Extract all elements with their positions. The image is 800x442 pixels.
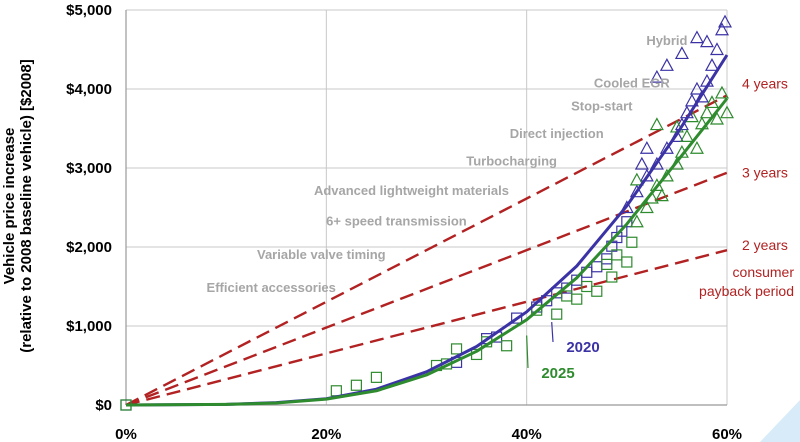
tick-labels: $0 $1,000 $2,000 $3,000 $4,000 $5,000 0% 20% 40%… xyxy=(66,2,742,442)
data-point-square xyxy=(591,285,603,297)
technology-label: Hybrid xyxy=(646,33,687,48)
data-point-triangle xyxy=(639,140,654,154)
data-point-triangle xyxy=(659,168,674,182)
data-point-square xyxy=(330,385,342,397)
series-leader-line xyxy=(526,335,529,369)
data-point-triangle xyxy=(714,22,730,36)
data-point-square xyxy=(601,258,613,270)
technology-label: Turbocharging xyxy=(466,154,557,169)
data-point-triangle xyxy=(709,111,724,125)
payback-label: 4 years xyxy=(742,75,788,91)
technology-label: Direct injection xyxy=(510,126,604,141)
data-point-triangle xyxy=(619,200,634,214)
corner-decoration xyxy=(760,400,800,442)
y-axis-label-line1: Vehicle price increase xyxy=(1,128,18,285)
y-tick-label: $4,000 xyxy=(66,81,112,98)
data-point-triangle xyxy=(717,14,733,28)
y-tick-label: $0 xyxy=(95,397,112,414)
data-point-square xyxy=(626,236,638,248)
data-point-triangle xyxy=(659,140,674,154)
technology-label: Efficient accessories xyxy=(207,280,336,295)
data-point-triangle xyxy=(629,214,644,228)
fit-curve xyxy=(125,54,729,407)
y-tick-label: $1,000 xyxy=(66,318,112,335)
data-point-triangle xyxy=(629,172,644,186)
data-point-triangle xyxy=(689,81,704,95)
technology-label: Stop-start xyxy=(571,98,633,113)
data-point-square xyxy=(531,304,543,316)
data-point-square xyxy=(551,308,563,320)
technology-label: Advanced lightweight materials xyxy=(314,183,509,198)
x-tick-label: 0% xyxy=(115,426,137,442)
x-tick-label: 60% xyxy=(712,426,742,442)
data-point-square xyxy=(611,249,623,261)
technology-label: Cooled EGR xyxy=(594,75,670,90)
series-label: 2025 xyxy=(541,365,574,382)
grid xyxy=(126,9,728,405)
data-point-square xyxy=(606,271,618,283)
data-point-triangle xyxy=(629,184,644,198)
payback-caption: consumer xyxy=(733,264,795,280)
data-point-square xyxy=(350,379,362,391)
data-point-triangle xyxy=(649,69,664,83)
data-point-triangle xyxy=(719,105,735,119)
data-point-triangle xyxy=(634,156,649,170)
data-point-triangle xyxy=(704,95,719,109)
payback-line xyxy=(125,94,728,407)
data-point-triangle xyxy=(684,93,699,107)
series-label: 2020 xyxy=(566,339,599,356)
y-tick-label: $2,000 xyxy=(66,239,112,256)
data-point-square xyxy=(450,343,463,355)
data-point-triangle xyxy=(659,58,674,71)
technology-label: Variable valve timing xyxy=(257,247,386,262)
data-point-triangle xyxy=(674,46,689,60)
y-tick-label: $5,000 xyxy=(66,2,112,19)
payback-label: 2 years xyxy=(742,237,788,253)
data-point-square xyxy=(571,293,583,305)
data-point-triangle xyxy=(689,140,704,154)
technology-labels: Hybrid Cooled EGR Stop-start Direct injecti… xyxy=(207,33,688,295)
y-axis-label-line2: (relative to 2008 baseline vehicle) [$20… xyxy=(18,59,35,353)
payback-caption: payback period xyxy=(699,283,794,299)
data-point-triangle xyxy=(654,188,669,202)
data-point-triangle xyxy=(689,30,704,44)
fit-curve xyxy=(125,97,729,407)
y-tick-label: $3,000 xyxy=(66,160,112,177)
data-point-triangle xyxy=(649,117,664,131)
data-point-square xyxy=(591,261,603,273)
data-point-triangle xyxy=(699,105,714,119)
fit-curves xyxy=(125,54,729,407)
series-leader-line xyxy=(551,322,554,343)
data-point-square xyxy=(621,216,633,228)
data-point-triangle xyxy=(709,42,724,56)
payback-line xyxy=(125,171,728,407)
data-point-triangle xyxy=(694,89,709,103)
data-point-square xyxy=(501,340,513,352)
data-point-triangle xyxy=(714,85,730,99)
data-point-triangle xyxy=(699,34,714,48)
data-point-triangle xyxy=(639,200,654,214)
x-tick-label: 40% xyxy=(512,426,542,442)
data-point-triangle xyxy=(649,156,664,170)
data-point-triangle xyxy=(704,58,719,71)
payback-lines: 4 years 3 years 2 years consumer payback per… xyxy=(125,75,795,407)
data-point-triangle xyxy=(679,129,694,142)
x-tick-label: 20% xyxy=(311,426,341,442)
data-point-square xyxy=(511,312,523,324)
data-point-square xyxy=(561,282,573,294)
payback-label: 3 years xyxy=(742,165,788,181)
data-point-square xyxy=(370,371,383,383)
technology-label: 6+ speed transmission xyxy=(326,214,467,229)
data-point-square xyxy=(621,256,633,268)
series-labels: 2020 2025 xyxy=(526,322,600,382)
payback-line xyxy=(125,248,728,407)
